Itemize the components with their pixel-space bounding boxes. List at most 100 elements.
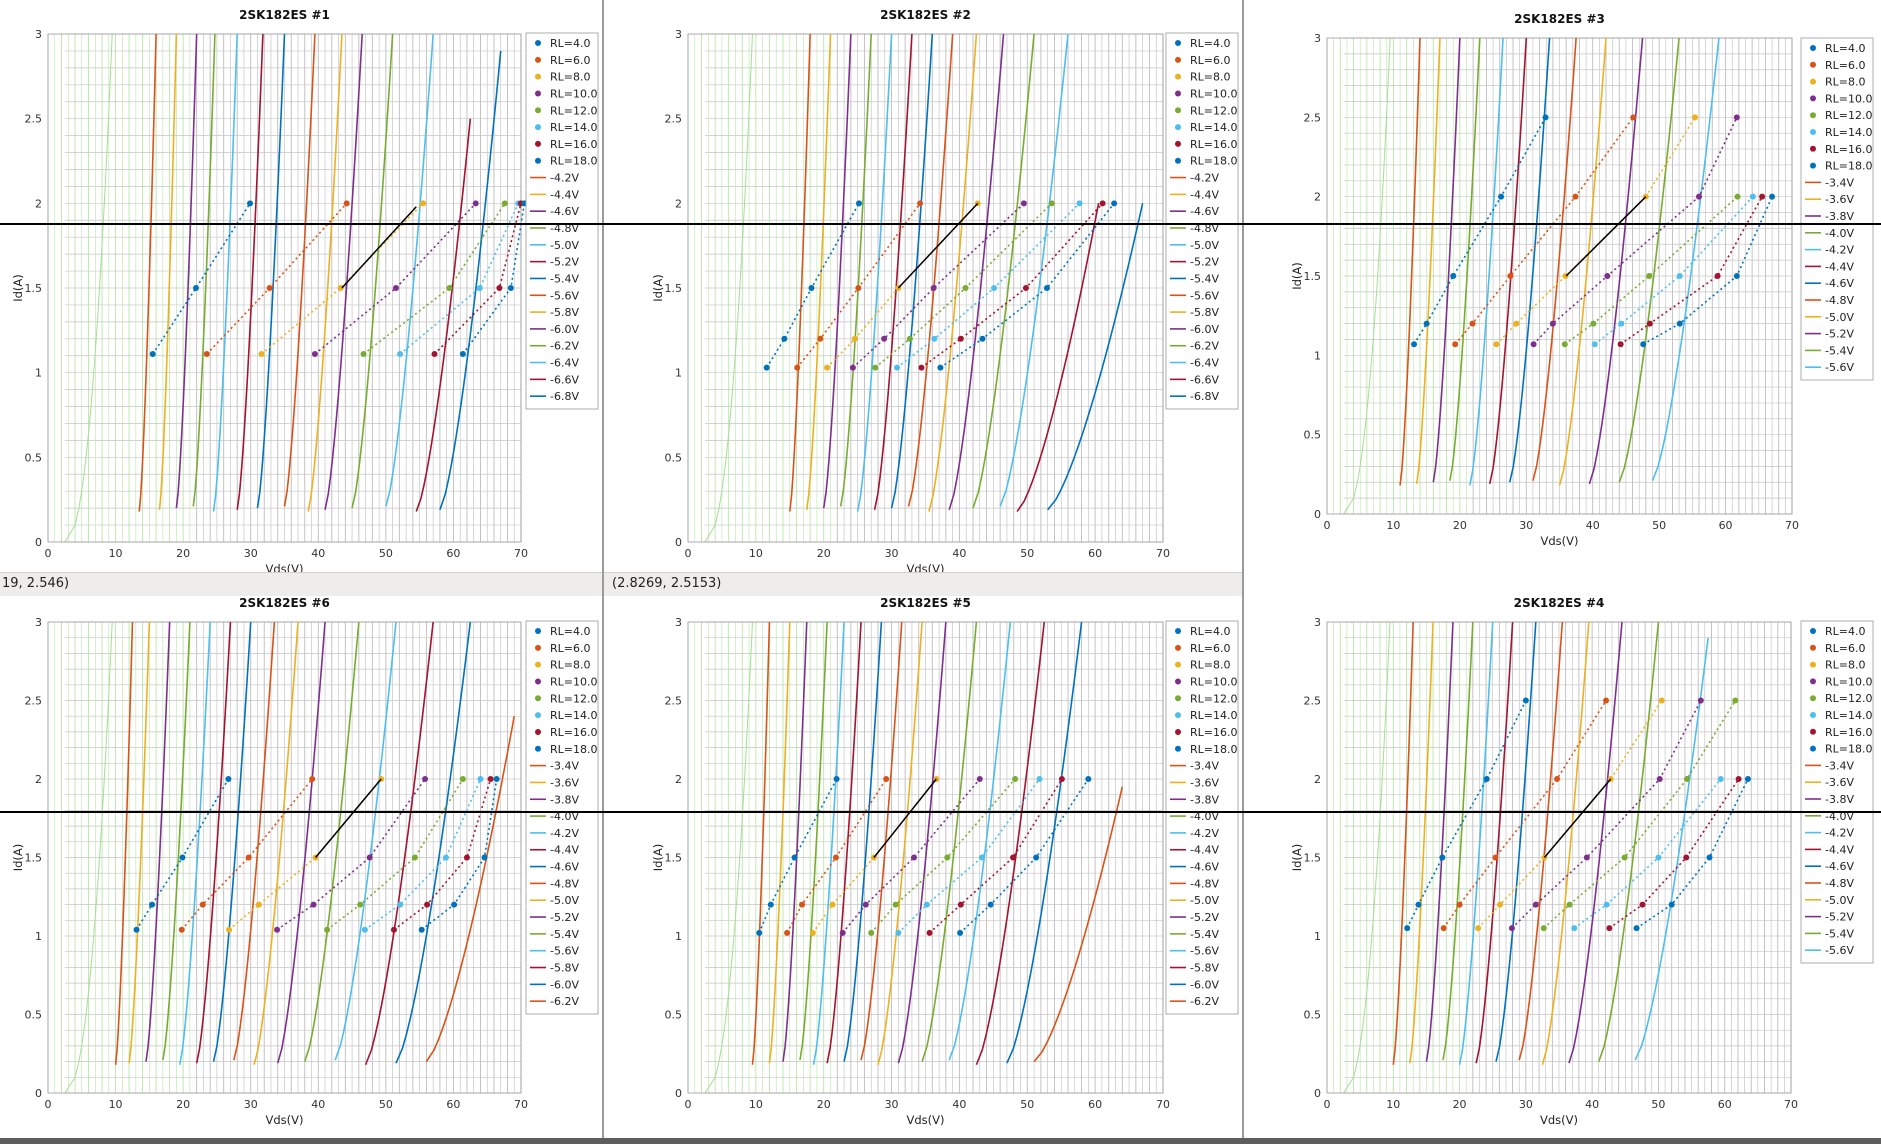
legend-marker — [535, 728, 541, 735]
legend-label: RL=12.0 — [550, 104, 597, 117]
x-tick-label: 70 — [1156, 1098, 1170, 1111]
legend-label: -4.2V — [1825, 827, 1854, 840]
load-point — [872, 364, 879, 371]
load-point — [1683, 854, 1690, 861]
x-tick-label: 10 — [749, 547, 763, 560]
grid — [687, 33, 1164, 543]
load-point — [1735, 776, 1742, 782]
y-tick-label: 1 — [35, 930, 42, 943]
vgs-curve — [799, 621, 828, 1061]
legend-label: RL=4.0 — [550, 37, 590, 50]
y-tick-label: 1 — [1314, 930, 1321, 943]
legend-label: -4.0V — [550, 810, 579, 823]
y-tick-label: 0 — [1314, 508, 1321, 521]
vgs-curve — [304, 621, 360, 1062]
vgs-curve — [324, 33, 364, 510]
load-point — [343, 200, 350, 207]
legend-label: RL=4.0 — [1190, 37, 1230, 50]
vgs-curve — [897, 621, 947, 1064]
x-tick-label: 20 — [1453, 519, 1467, 532]
legend-label: -3.4V — [1825, 176, 1854, 189]
load-point — [1603, 901, 1610, 908]
legend-label: -4.2V — [1825, 244, 1854, 257]
legend-label: RL=4.0 — [1190, 625, 1230, 638]
x-axis-label: Vds(V) — [1541, 534, 1579, 548]
legend-box — [525, 620, 599, 1015]
load-point — [1676, 273, 1683, 279]
vgs-curve — [162, 621, 191, 1061]
load-point — [1639, 901, 1646, 908]
window-divider[interactable] — [1242, 0, 1244, 1144]
legend-label: -5.8V — [1190, 962, 1219, 975]
x-axis-label: Vds(V) — [907, 562, 945, 572]
vgs-curve — [1541, 621, 1590, 1065]
x-tick-label: 20 — [176, 1098, 190, 1111]
load-point — [839, 929, 846, 936]
y-tick-label: 2.5 — [1304, 111, 1322, 124]
load-point — [1714, 273, 1721, 279]
vgs-curve — [415, 118, 472, 512]
load-lines — [1411, 114, 1776, 348]
legend-marker — [1175, 107, 1181, 114]
load-point — [418, 926, 425, 933]
load-point — [1043, 285, 1050, 291]
load-point — [476, 285, 483, 291]
vgs-curve — [1016, 203, 1100, 512]
legend-marker — [1810, 162, 1816, 169]
legend-label: -5.2V — [1190, 256, 1219, 269]
x-tick-label: 70 — [514, 1098, 528, 1111]
legend-label: -5.2V — [550, 911, 579, 924]
legend-label: RL=14.0 — [1190, 121, 1237, 134]
x-tick-label: 30 — [244, 547, 258, 560]
legend-marker — [1810, 145, 1816, 152]
load-point — [1423, 320, 1430, 327]
vgs-curve — [236, 33, 264, 510]
legend-label: RL=6.0 — [1190, 642, 1230, 655]
legend-marker — [535, 107, 541, 114]
load-line — [786, 778, 887, 934]
grid-staircase — [704, 621, 753, 1094]
load-point — [1020, 200, 1027, 207]
legend-label: -5.8V — [550, 306, 579, 319]
legend-marker — [535, 73, 541, 80]
load-line — [758, 778, 838, 934]
ticks: 0 10 20 30 40 50 60 70 0 0.5 1 1.5 2 2.5 3 — [25, 28, 529, 560]
legend-label: -3.8V — [1825, 793, 1854, 806]
y-tick-label: 0.5 — [665, 451, 683, 464]
load-point — [868, 929, 875, 936]
legend-label: -5.4V — [1825, 927, 1854, 940]
x-tick-label: 10 — [749, 1098, 763, 1111]
reference-line-top — [0, 223, 1881, 225]
y-tick-label: 2 — [675, 197, 682, 210]
x-tick-label: 40 — [952, 547, 966, 560]
y-tick-label: 1 — [675, 367, 682, 380]
vgs-curve — [114, 621, 134, 1065]
load-line — [852, 202, 1025, 369]
legend-marker — [1175, 90, 1181, 97]
load-point — [446, 285, 453, 291]
load-line — [181, 778, 313, 931]
legend-label: -4.4V — [1190, 188, 1219, 201]
vgs-curve — [1409, 621, 1434, 1064]
load-point — [906, 335, 913, 342]
window-divider[interactable] — [602, 0, 604, 1144]
grid-staircase — [64, 621, 113, 1094]
legend-label: -5.4V — [1190, 928, 1219, 941]
legend-label: RL=18.0 — [1190, 155, 1237, 168]
x-tick-label: 20 — [1453, 1098, 1467, 1111]
y-tick-label: 2.5 — [665, 695, 683, 708]
legend-marker — [535, 678, 541, 685]
load-point — [1508, 925, 1515, 932]
x-tick-label: 70 — [514, 547, 528, 560]
load-line — [812, 778, 937, 934]
legend-label: RL=8.0 — [550, 659, 590, 672]
highlight-segment — [315, 778, 382, 858]
vgs-curve — [843, 621, 883, 1062]
legend-label: -6.8V — [550, 390, 579, 403]
load-point — [463, 854, 470, 861]
load-line — [261, 202, 424, 355]
load-point — [477, 776, 484, 782]
x-tick-label: 30 — [1519, 1098, 1533, 1111]
y-tick-label: 2 — [1314, 773, 1321, 786]
load-point — [1749, 193, 1756, 200]
